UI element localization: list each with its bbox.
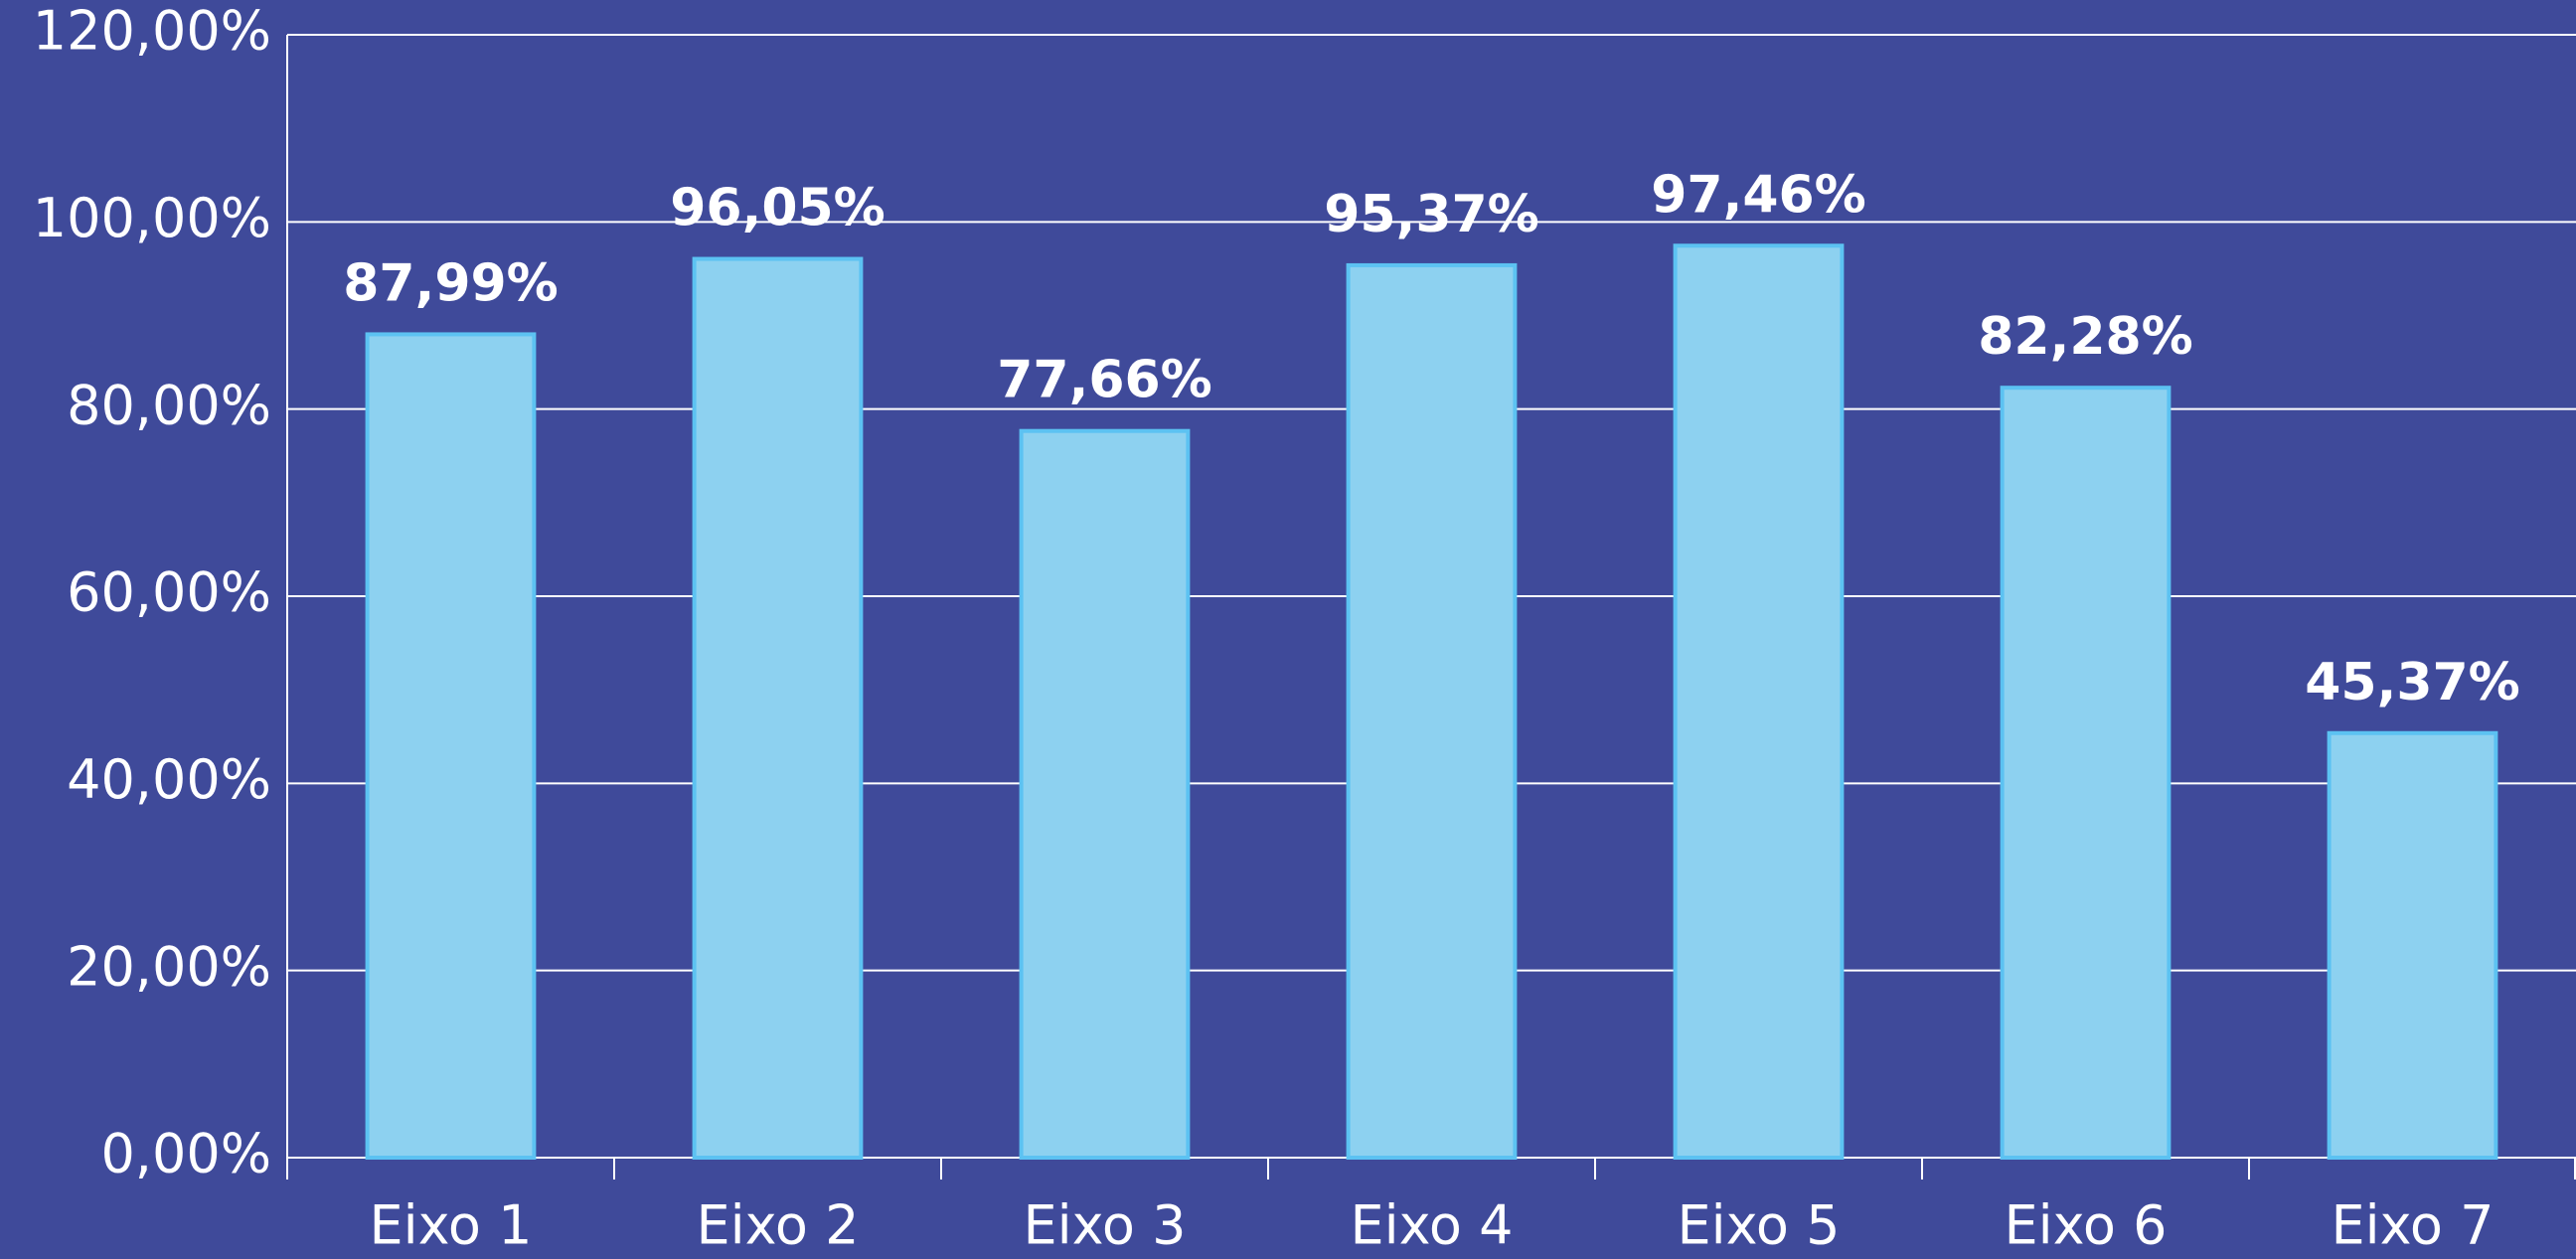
y-tick-label: 120,00% (33, 0, 271, 63)
x-tick-label: Eixo 4 (1351, 1194, 1514, 1257)
x-tick-label: Eixo 5 (1678, 1194, 1841, 1257)
y-tick-label: 20,00% (67, 935, 271, 998)
value-label: 45,37% (2305, 653, 2520, 712)
bar (1673, 243, 1845, 1161)
x-tick-label: Eixo 2 (697, 1194, 860, 1257)
x-tick-label: Eixo 1 (370, 1194, 533, 1257)
bar (2000, 386, 2172, 1160)
x-tick-label: Eixo 6 (2005, 1194, 2168, 1257)
x-tick-label: Eixo 3 (1024, 1194, 1187, 1257)
y-tick-label: 60,00% (67, 561, 271, 624)
value-label: 82,28% (1978, 307, 2193, 367)
bar (1346, 262, 1518, 1160)
y-tick-label: 80,00% (67, 374, 271, 436)
y-tick-label: 0,00% (100, 1123, 271, 1185)
value-label: 87,99% (343, 253, 559, 313)
bar (1019, 428, 1191, 1160)
y-tick-label: 100,00% (33, 187, 271, 249)
y-tick-label: 40,00% (67, 748, 271, 811)
value-label: 95,37% (1324, 185, 1539, 244)
value-label: 77,66% (997, 351, 1212, 410)
bar (692, 256, 864, 1160)
value-label: 96,05% (670, 179, 886, 238)
bar (2327, 730, 2498, 1160)
x-tick-label: Eixo 7 (2332, 1194, 2495, 1257)
value-label: 97,46% (1651, 165, 1866, 225)
bar (365, 332, 537, 1160)
